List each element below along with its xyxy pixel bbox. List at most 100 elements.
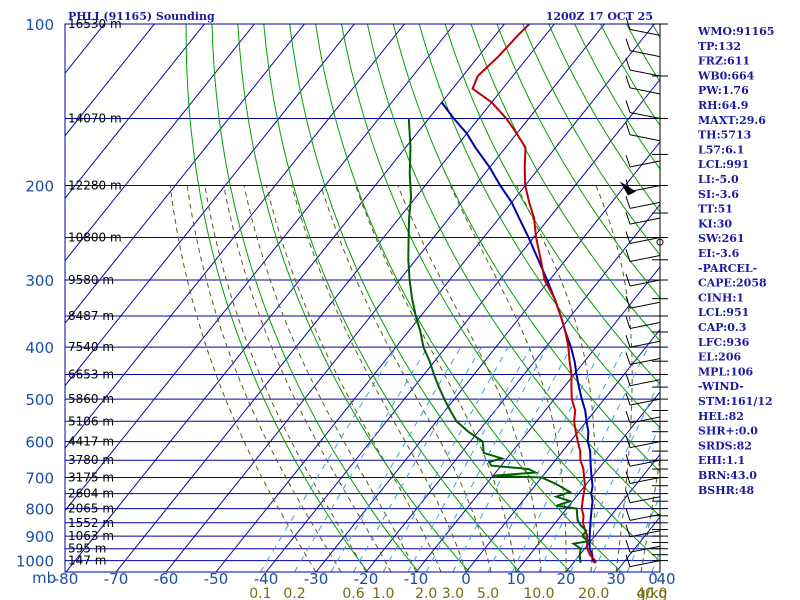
wind-barb-flag: [625, 410, 631, 424]
mixing-ratio-tick-label: 5.0: [477, 586, 499, 600]
mixing-ratio-line: [294, 346, 429, 572]
wind-barb-flag: [625, 508, 631, 521]
dry-adiabat-line: [496, 24, 660, 299]
height-label: 2065 m: [68, 502, 114, 516]
moist-adiabat-line: [449, 185, 567, 572]
height-label: 14070 m: [68, 112, 122, 126]
mixing-ratio-tick-label: 2.0: [415, 586, 437, 600]
wind-barb-staff: [629, 416, 661, 424]
wind-barb-flag: [625, 100, 631, 113]
station-title: PHLI (91165) Sounding: [68, 10, 215, 23]
mixing-ratio-tick-label: 10.0: [523, 586, 554, 600]
pressure-tick-label: 600: [25, 434, 54, 452]
wind-barb-flag: [625, 554, 631, 567]
isotherm-line: [415, 266, 660, 572]
pressure-tick-label: 700: [25, 470, 54, 488]
wind-barb-staff: [629, 50, 661, 58]
pressure-tick-label: 400: [25, 339, 54, 357]
mixing-ratio-tick-label: 20.0: [578, 586, 609, 600]
height-label: 8487 m: [68, 309, 114, 323]
mixing-ratio-line: [570, 379, 660, 572]
mixing-ratio-line: [407, 346, 532, 572]
height-label: 1063 m: [68, 529, 114, 543]
mixing-ratio-tick-label: 1.0: [372, 586, 394, 600]
wind-barb-staff: [629, 69, 661, 77]
isotherm-line: [65, 24, 205, 200]
sounding-index-line: CINH:1: [698, 291, 744, 304]
mixing-ratio-line: [511, 346, 625, 572]
mixing-ratio-line: [626, 494, 660, 572]
mixing-ratio-line: [538, 346, 649, 572]
mixing-ratio-line: [259, 346, 397, 572]
temperature-tick-label: -60: [154, 570, 179, 588]
moist-adiabat-line: [320, 185, 492, 572]
mixing-ratio-tick-label: 3.0: [442, 586, 464, 600]
wind-barb-staff: [629, 160, 661, 168]
mixing-ratio-axis-labels: 0.1 0.2 0.6 1.0 2.0 3.0 5.0 10.0 20.0 40.0g/kg: [249, 586, 667, 600]
moist-adiabat-lines: [169, 185, 660, 572]
sounding-index-line: PW:1.76: [698, 84, 749, 97]
temperature-tick-label: 0: [461, 570, 471, 588]
wind-barb-staff: [629, 530, 661, 538]
sounding-index-line: EHI:1.1: [698, 454, 745, 467]
isotherm-line: [65, 24, 305, 325]
sounding-index-line: TT:51: [698, 203, 733, 216]
mixing-ratio-line: [593, 424, 660, 572]
mixing-ratio-line: [425, 346, 548, 572]
temperature-tick-label: 20: [556, 570, 575, 588]
isotherm-lines: [65, 24, 660, 572]
height-label: 147 m: [68, 554, 106, 568]
wind-barb-flag: [625, 471, 631, 484]
pressure-tick-label: 900: [25, 528, 54, 546]
wind-barb-flag: [625, 196, 631, 209]
sounding-index-line: -WIND-: [698, 380, 744, 393]
wind-barb-staff: [629, 237, 661, 244]
wind-barb-flag: [625, 335, 631, 348]
temperature-tick-label: -10: [404, 570, 429, 588]
wind-barb-flag: [625, 373, 631, 386]
wind-barb-flag: [625, 435, 631, 448]
wind-barb-flag: [625, 296, 631, 309]
wind-calm-circle: [656, 238, 664, 246]
wind-barb-flag: [625, 38, 631, 51]
wind-barb-flag: [625, 154, 631, 168]
sounding-index-line: LFC:936: [698, 336, 750, 349]
temperature-tick-label: 40: [656, 570, 675, 588]
wind-barb-staff: [629, 217, 661, 225]
wind-barb-staff: [629, 398, 661, 406]
sounding-index-line: L57:6.1: [698, 143, 744, 156]
height-label: 3175 m: [68, 471, 114, 485]
mixing-ratio-line: [330, 346, 462, 572]
moist-adiabat-line: [204, 185, 367, 572]
sounding-index-line: BSHR:48: [698, 484, 754, 497]
isotherm-line: [465, 328, 660, 572]
wind-barb-flag: [625, 524, 631, 537]
dry-adiabat-line: [211, 24, 419, 572]
sounding-index-line: SRDS:82: [698, 439, 752, 452]
pressure-axis-labels: 100 200 300 400 500 600 700 800 900 1000: [16, 16, 54, 571]
sounding-index-line: KI:30: [698, 217, 732, 230]
wind-barb-staff: [629, 134, 661, 142]
wind-barb-flag: [625, 540, 631, 553]
wind-barb-flag: [625, 231, 631, 244]
temperature-tick-label: -40: [254, 570, 279, 588]
height-label: 2604 m: [68, 487, 114, 501]
wind-barb-staff: [629, 279, 661, 287]
sounding-index-line: CAPE:2058: [698, 277, 767, 290]
temperature-tick-label: -70: [104, 570, 129, 588]
wind-barb-staff: [629, 28, 661, 36]
sounding-index-line: CAP:0.3: [698, 321, 746, 334]
height-label: 9580 m: [68, 273, 114, 287]
temperature-tick-label: -50: [204, 570, 229, 588]
sounding-index-line: TP:132: [698, 40, 741, 53]
sounding-index-line: RH:64.9: [698, 99, 748, 112]
height-label: 5106 m: [68, 414, 114, 428]
sounding-index-line: MAXT:29.6: [698, 114, 766, 127]
sounding-time: 1200Z 17 OCT 25: [546, 10, 653, 23]
mixing-ratio-line: [487, 346, 604, 572]
wind-barb-staff: [629, 255, 661, 262]
wind-barb-staff: [629, 496, 661, 504]
height-label: 595 m: [68, 542, 106, 556]
